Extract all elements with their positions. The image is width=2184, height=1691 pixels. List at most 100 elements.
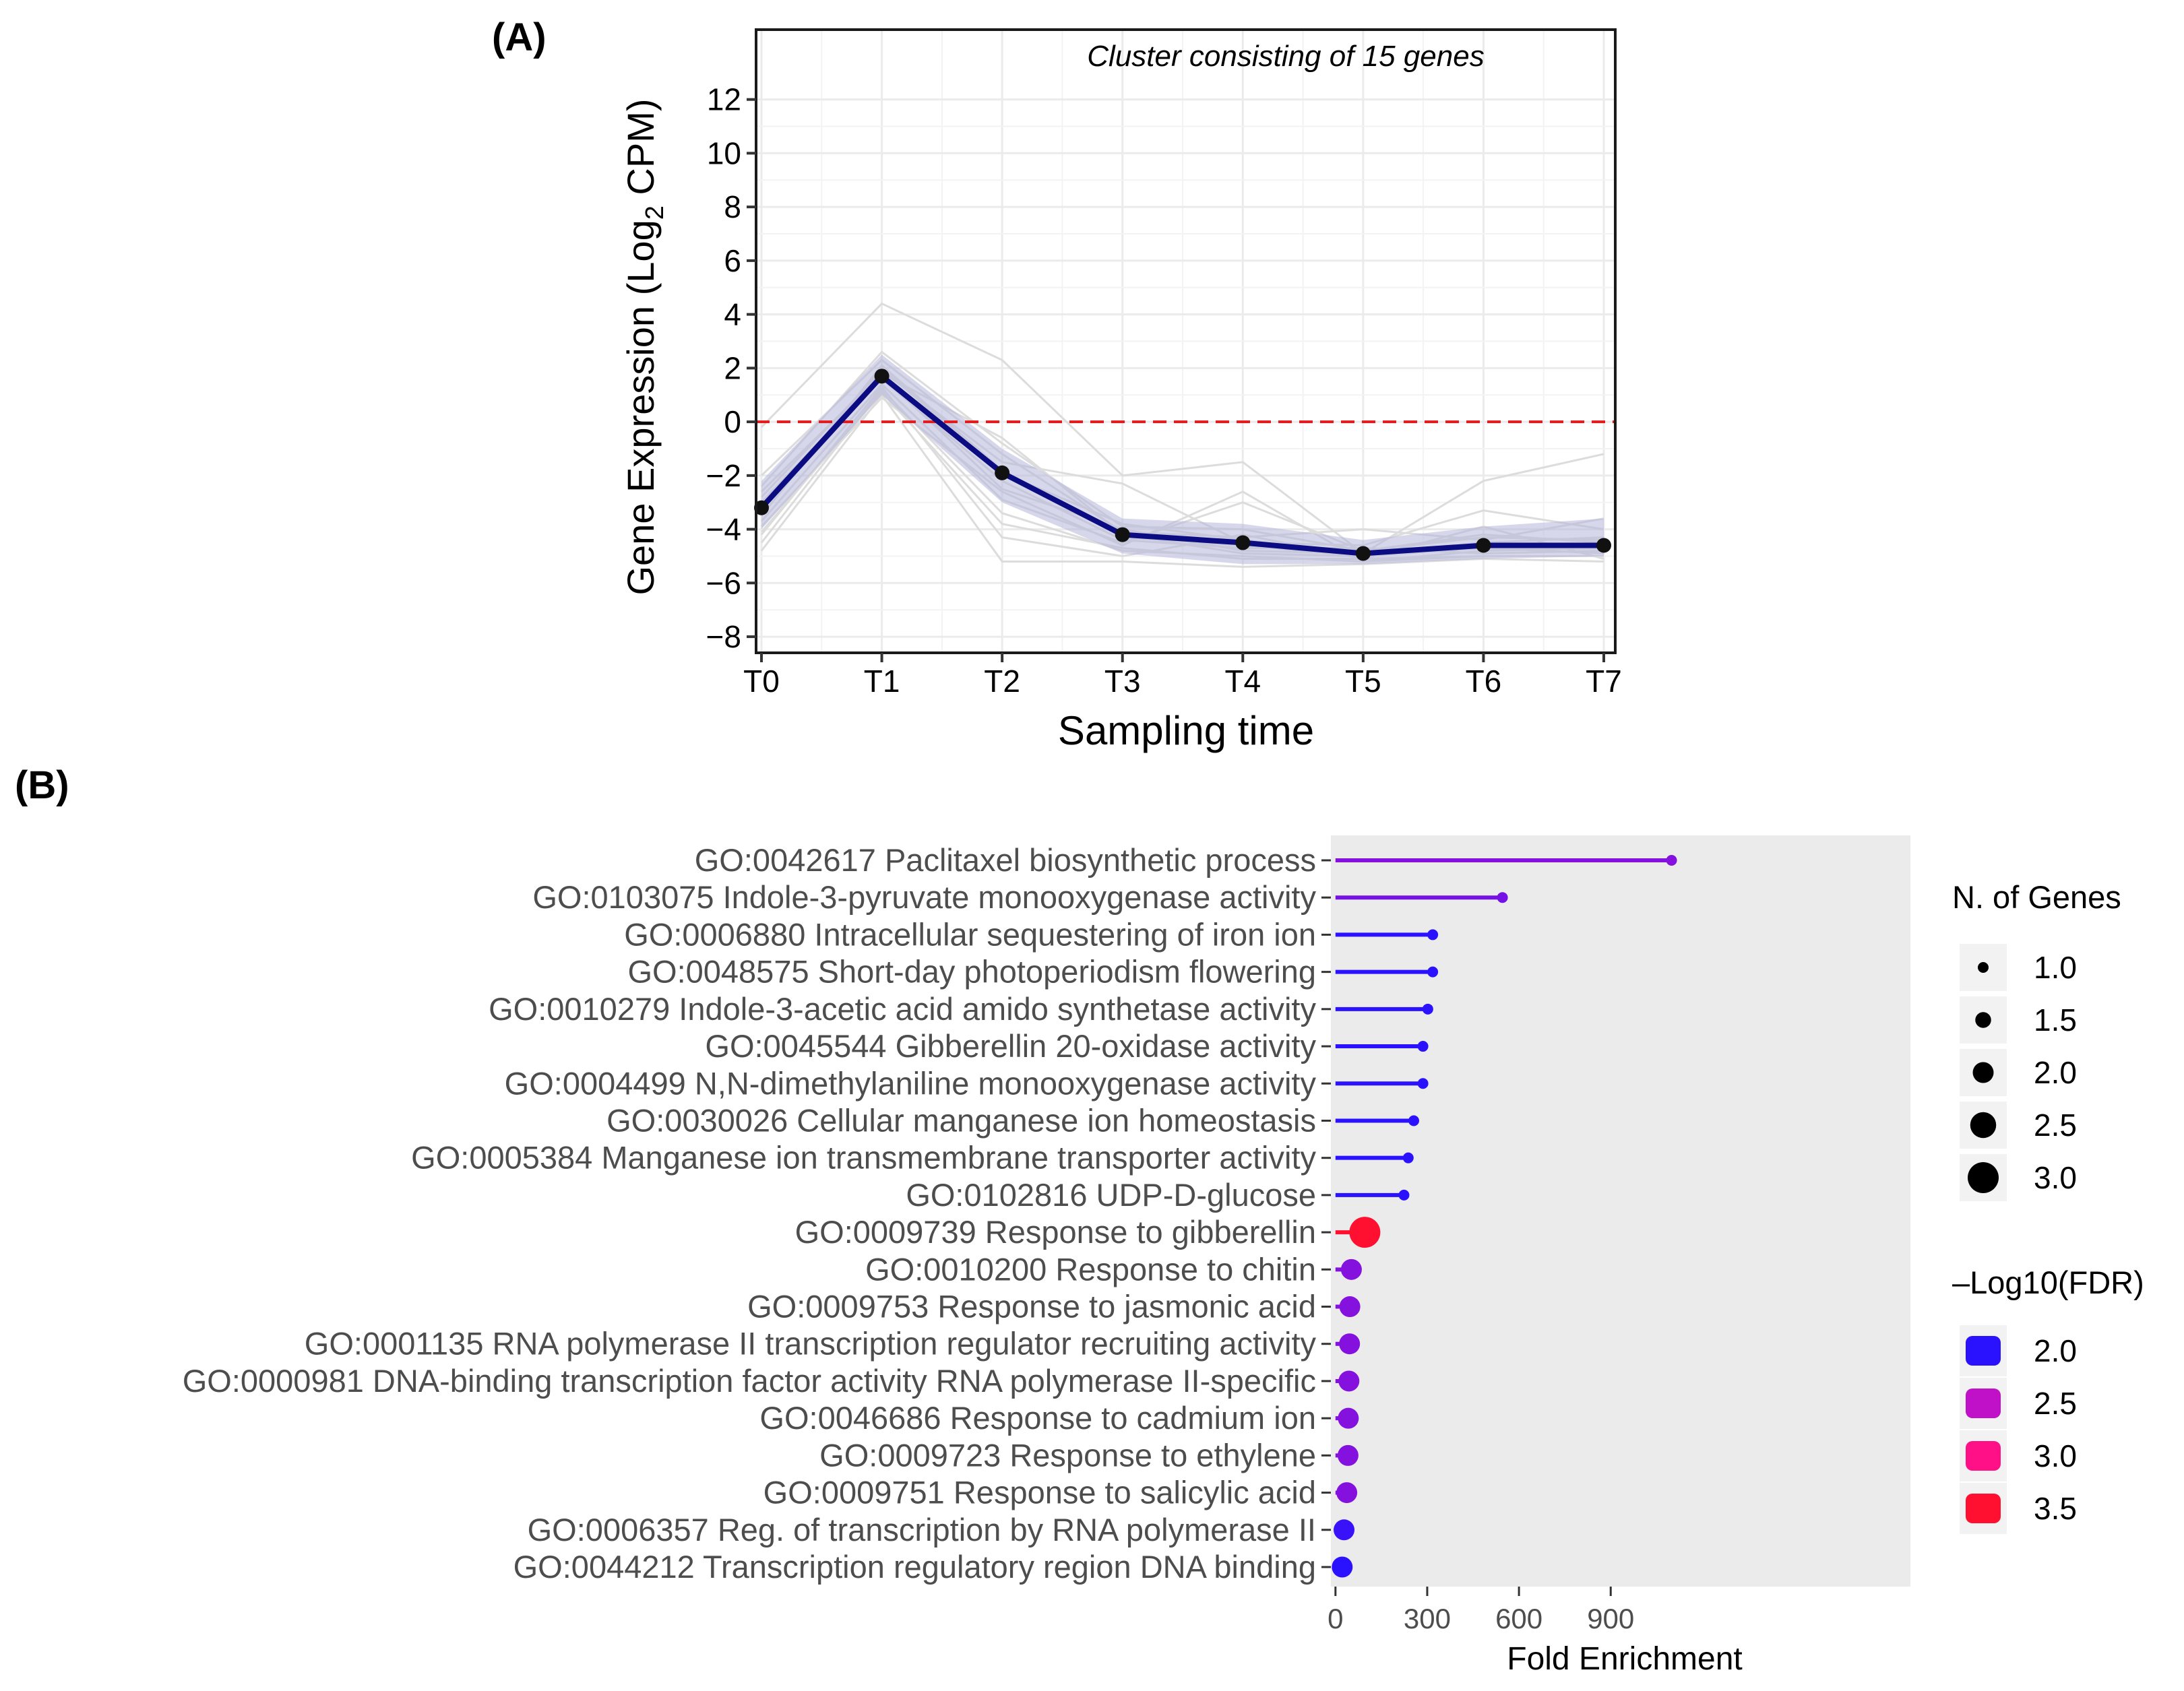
- size-legend-dot: [1970, 1112, 1997, 1139]
- color-legend-title: –Log10(FDR): [1952, 1265, 2144, 1300]
- size-legend-label: 1.5: [2034, 1002, 2077, 1038]
- panel-b-lollipop-heads: [1332, 855, 1677, 1578]
- lollipop-head: [1408, 1115, 1419, 1126]
- y-tick-label: −2: [706, 458, 741, 493]
- panel-b-plot-area: [1331, 835, 1910, 1587]
- size-legend: 1.0 1.5 2.0 2.5 3.0: [1960, 944, 2077, 1201]
- lollipop-head: [1339, 1296, 1361, 1318]
- mean-point: [1476, 538, 1491, 553]
- lollipop-head: [1336, 1482, 1358, 1504]
- lollipop-head: [1417, 1041, 1429, 1052]
- size-legend-label: 2.0: [2034, 1055, 2077, 1090]
- size-legend-dot: [1972, 1062, 1994, 1083]
- go-term-label: GO:0103075 Indole-3-pyruvate monooxygena…: [532, 879, 1316, 915]
- x-tick-label: T0: [743, 664, 780, 699]
- x-tick-label: 300: [1404, 1603, 1451, 1634]
- x-tick-label: 0: [1328, 1603, 1343, 1634]
- y-tick-label: −4: [706, 512, 741, 547]
- color-legend-label: 3.5: [2034, 1491, 2077, 1526]
- gene-line: [760, 302, 1604, 555]
- lollipop-head: [1337, 1444, 1359, 1466]
- go-term-label: GO:0010200 Response to chitin: [865, 1251, 1316, 1287]
- lollipop-head: [1402, 1152, 1414, 1163]
- lollipop-head: [1339, 1333, 1361, 1355]
- panel-a-mean-points: [754, 369, 1611, 561]
- lollipop-head: [1334, 1519, 1355, 1541]
- gene-line: [760, 393, 1604, 568]
- panel-a-label: (A): [492, 15, 547, 59]
- color-legend-swatch: [1966, 1494, 2001, 1523]
- mean-point: [874, 369, 890, 384]
- y-tick-label: 12: [707, 82, 741, 117]
- size-legend-dot: [1978, 962, 1989, 973]
- lollipop-head: [1427, 929, 1439, 940]
- color-legend-label: 2.0: [2034, 1333, 2077, 1368]
- color-legend-swatch: [1966, 1441, 2001, 1471]
- go-term-label: GO:0001135 RNA polymerase II transcripti…: [305, 1326, 1317, 1362]
- go-term-label: GO:0044212 Transcription regulatory regi…: [513, 1549, 1316, 1585]
- x-tick-label: 900: [1587, 1603, 1634, 1634]
- y-tick-label: −6: [706, 565, 741, 600]
- panel-b-label: (B): [15, 763, 69, 807]
- panel-b-go-term-axis: GO:0042617 Paclitaxel biosynthetic proce…: [183, 842, 1331, 1585]
- y-title-subscript: 2: [641, 205, 669, 220]
- color-legend-label: 3.0: [2034, 1438, 2077, 1473]
- lollipop-head: [1666, 855, 1677, 866]
- color-legend-swatch: [1966, 1389, 2001, 1418]
- y-tick-label: −8: [706, 619, 741, 654]
- size-legend-label: 1.0: [2034, 950, 2077, 985]
- size-legend-label: 2.5: [2034, 1108, 2077, 1143]
- go-term-label: GO:0009753 Response to jasmonic acid: [747, 1289, 1316, 1325]
- x-tick-label: T5: [1345, 664, 1381, 699]
- x-tick-label: T7: [1586, 664, 1622, 699]
- go-term-label: GO:0046686 Response to cadmium ion: [759, 1400, 1316, 1436]
- go-term-label: GO:0045544 Gibberellin 20-oxidase activi…: [705, 1028, 1316, 1064]
- y-tick-label: 2: [724, 350, 741, 385]
- go-term-label: GO:0042617 Paclitaxel biosynthetic proce…: [695, 842, 1316, 878]
- mean-point: [995, 465, 1010, 480]
- panel-b-x-axis: 0 300 600 900: [1328, 1587, 1634, 1634]
- size-legend-title: N. of Genes: [1952, 879, 2121, 915]
- size-legend-label: 3.0: [2034, 1160, 2077, 1195]
- go-term-label: GO:0030026 Cellular manganese ion homeos…: [606, 1102, 1316, 1138]
- lollipop-head: [1422, 1003, 1433, 1015]
- panel-a-x-axis: T0 T1 T2 T3 T4 T5 T6 T7: [743, 653, 1622, 699]
- lollipop-head: [1340, 1258, 1362, 1280]
- go-term-label: GO:0006880 Intracellular sequestering of…: [624, 916, 1316, 952]
- lollipop-head: [1349, 1217, 1381, 1248]
- panel-a-x-title: Sampling time: [1058, 708, 1314, 753]
- x-tick-label: T1: [864, 664, 900, 699]
- go-term-label: GO:0102816 UDP-D-glucose: [906, 1177, 1316, 1213]
- go-term-label: GO:0009751 Response to salicylic acid: [763, 1475, 1316, 1510]
- size-legend-dot: [1968, 1162, 1999, 1193]
- mean-point: [754, 500, 769, 515]
- lollipop-head: [1417, 1078, 1429, 1089]
- x-tick-label: T2: [984, 664, 1020, 699]
- y-tick-label: 6: [724, 243, 741, 278]
- mean-point: [1235, 535, 1251, 550]
- go-term-label: GO:0004499 N,N-dimethylaniline monooxyge…: [505, 1065, 1317, 1101]
- color-legend-label: 2.5: [2034, 1386, 2077, 1421]
- x-tick-label: T3: [1104, 664, 1141, 699]
- go-term-label: GO:0009739 Response to gibberellin: [795, 1214, 1316, 1250]
- x-tick-label: 600: [1495, 1603, 1542, 1634]
- y-tick-label: 0: [724, 404, 741, 439]
- x-tick-label: T6: [1466, 664, 1502, 699]
- color-legend-swatch: [1966, 1336, 2001, 1366]
- mean-point: [1115, 527, 1130, 542]
- size-legend-dot: [1975, 1012, 1991, 1028]
- lollipop-head: [1332, 1556, 1353, 1578]
- lollipop-head: [1427, 966, 1439, 978]
- go-term-label: GO:0010279 Indole-3-acetic acid amido sy…: [489, 991, 1316, 1027]
- lollipop-head: [1398, 1189, 1410, 1201]
- panel-a-annotation: Cluster consisting of 15 genes: [1087, 40, 1484, 73]
- mean-point: [1596, 538, 1611, 553]
- x-tick-label: T4: [1224, 664, 1261, 699]
- y-tick-label: 4: [724, 297, 741, 332]
- lollipop-head: [1338, 1370, 1360, 1392]
- lollipop-head: [1338, 1407, 1359, 1429]
- panel-b-lollipop-sticks: [1335, 858, 1672, 1569]
- go-term-label: GO:0048575 Short-day photoperiodism flow…: [627, 954, 1316, 990]
- go-term-label: GO:0009723 Response to ethylene: [819, 1437, 1316, 1473]
